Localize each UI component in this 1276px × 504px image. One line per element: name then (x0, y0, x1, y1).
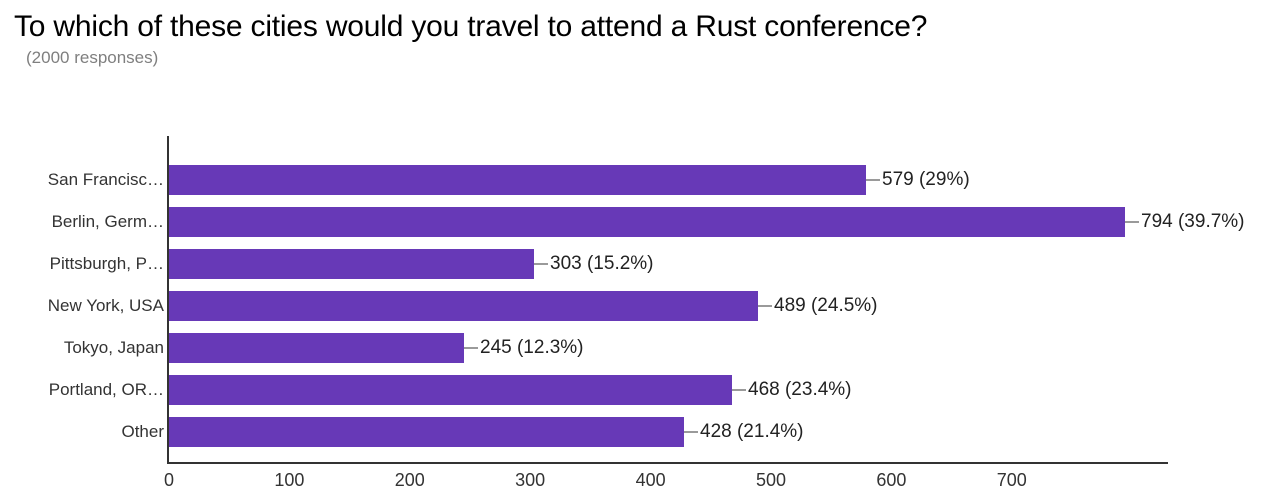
bar[interactable] (169, 417, 684, 447)
bar-value-label: 468 (23.4%) (748, 379, 852, 400)
bar[interactable] (169, 291, 758, 321)
x-axis-tick-label: 0 (163, 470, 174, 490)
x-axis-tick-label: 700 (996, 470, 1027, 490)
x-axis-tick-label: 400 (635, 470, 666, 490)
y-axis-line (167, 136, 169, 464)
category-label: New York, USA (47, 296, 164, 315)
bar-leader-line (534, 263, 548, 265)
bar-value-label: 303 (15.2%) (550, 253, 654, 274)
x-axis-tick-label: 600 (876, 470, 907, 490)
bar-value-label: 794 (39.7%) (1141, 211, 1245, 232)
bar-value-label: 428 (21.4%) (700, 421, 804, 442)
x-axis-line (167, 462, 1168, 464)
bar-leader-line (684, 431, 698, 433)
x-axis-tick-label: 300 (515, 470, 546, 490)
category-label: Tokyo, Japan (63, 338, 164, 357)
category-label: Berlin, Germ… (51, 212, 164, 231)
bar-leader-line (758, 305, 772, 307)
bar[interactable] (169, 249, 534, 279)
bar-leader-line (732, 389, 746, 391)
page-title: To which of these cities would you trave… (14, 10, 928, 43)
chart-subtitle: (2000 responses) (26, 48, 159, 67)
bar-value-label: 579 (29%) (882, 169, 970, 190)
chart-header: To which of these cities would you trave… (14, 8, 1254, 69)
bar[interactable] (169, 165, 866, 195)
bar[interactable] (169, 207, 1125, 237)
category-label: Pittsburgh, P… (49, 254, 164, 273)
bar[interactable] (169, 333, 464, 363)
bar-value-label: 245 (12.3%) (480, 337, 584, 358)
bar-leader-line (1125, 221, 1139, 223)
bar-value-label: 489 (24.5%) (774, 295, 878, 316)
bar[interactable] (169, 375, 732, 405)
bar-leader-line (866, 179, 880, 181)
category-label: San Francisc… (47, 170, 164, 189)
category-label: Other (121, 422, 164, 441)
category-label: Portland, OR… (48, 380, 164, 399)
x-axis-tick-label: 500 (755, 470, 787, 490)
x-axis-tick-label: 200 (394, 470, 425, 490)
bar-leader-line (464, 347, 478, 349)
x-axis-tick-label: 100 (274, 470, 305, 490)
